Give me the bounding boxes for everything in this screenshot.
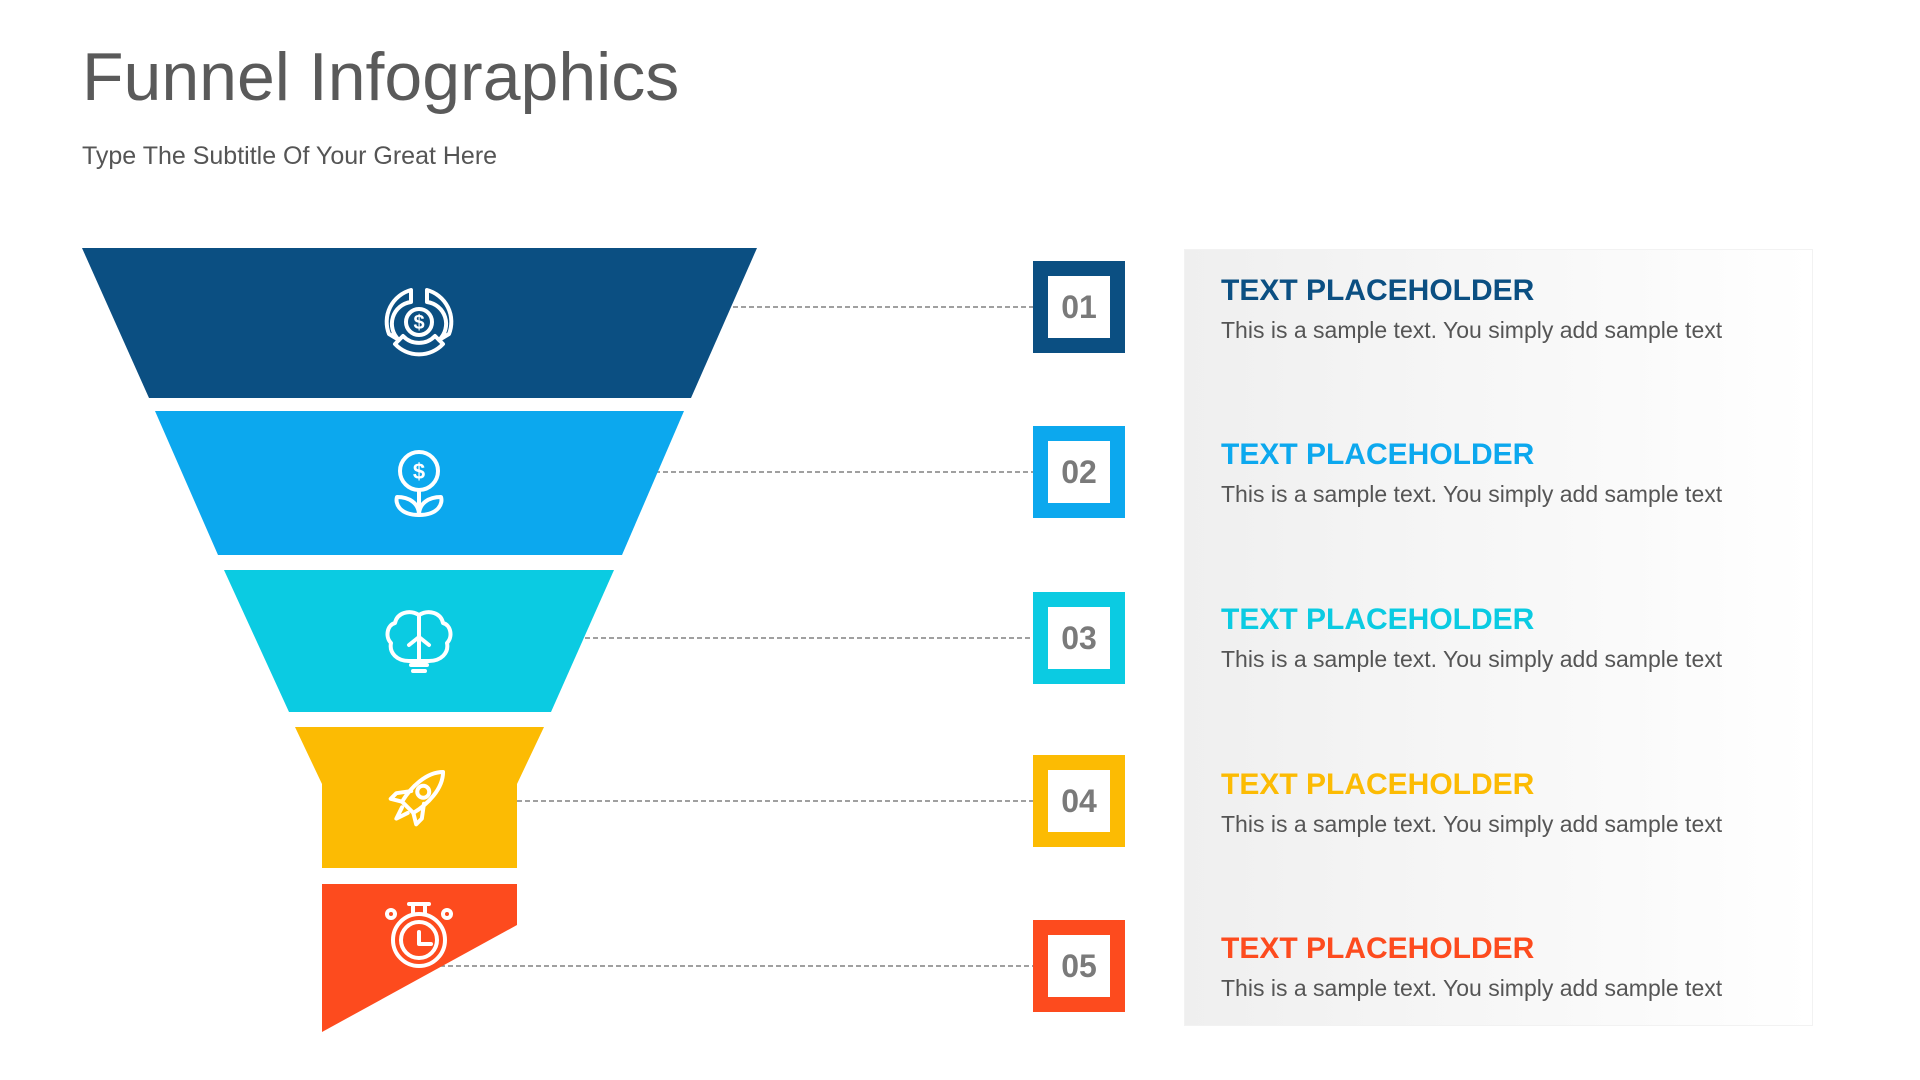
step-number-box-4: 04 [1033,755,1125,847]
stage-heading: TEXT PLACEHOLDER [1221,438,1535,471]
money-plant-icon: $ [394,450,444,517]
stage-heading: TEXT PLACEHOLDER [1221,603,1535,636]
step-number-box-5: 05 [1033,920,1125,1012]
stage-body: This is a sample text. You simply add sa… [1221,975,1723,1001]
text-panel [1184,249,1813,1026]
rocket-icon [388,769,446,827]
brain-bulb-icon [385,610,453,673]
step-number-box-3: 03 [1033,592,1125,684]
step-number-box-1: 01 [1033,261,1125,353]
stage-body: This is a sample text. You simply add sa… [1221,811,1723,837]
money-cycle-icon: $ [384,288,454,357]
stage-body: This is a sample text. You simply add sa… [1221,646,1723,672]
stage-text-4: TEXT PLACEHOLDER This is a sample text. … [1221,768,1722,838]
svg-text:$: $ [413,312,424,334]
stage-text-1: TEXT PLACEHOLDER This is a sample text. … [1221,274,1722,344]
stage-text-5: TEXT PLACEHOLDER This is a sample text. … [1221,932,1722,1002]
step-number-box-2: 02 [1033,426,1125,518]
stage-heading: TEXT PLACEHOLDER [1221,274,1535,307]
stage-heading: TEXT PLACEHOLDER [1221,768,1535,801]
page-subtitle: Type The Subtitle Of Your Great Here [82,142,498,170]
funnel-segment-2 [155,411,684,555]
stage-text-3: TEXT PLACEHOLDER This is a sample text. … [1221,603,1722,673]
stopwatch-icon [385,902,453,968]
page-title: Funnel Infographics [82,39,680,115]
stage-body: This is a sample text. You simply add sa… [1221,481,1723,507]
stage-heading: TEXT PLACEHOLDER [1221,932,1535,965]
stage-body: This is a sample text. You simply add sa… [1221,317,1723,343]
funnel-segment-1 [82,248,757,398]
stage-text-2: TEXT PLACEHOLDER This is a sample text. … [1221,438,1722,508]
svg-text:$: $ [413,459,425,484]
